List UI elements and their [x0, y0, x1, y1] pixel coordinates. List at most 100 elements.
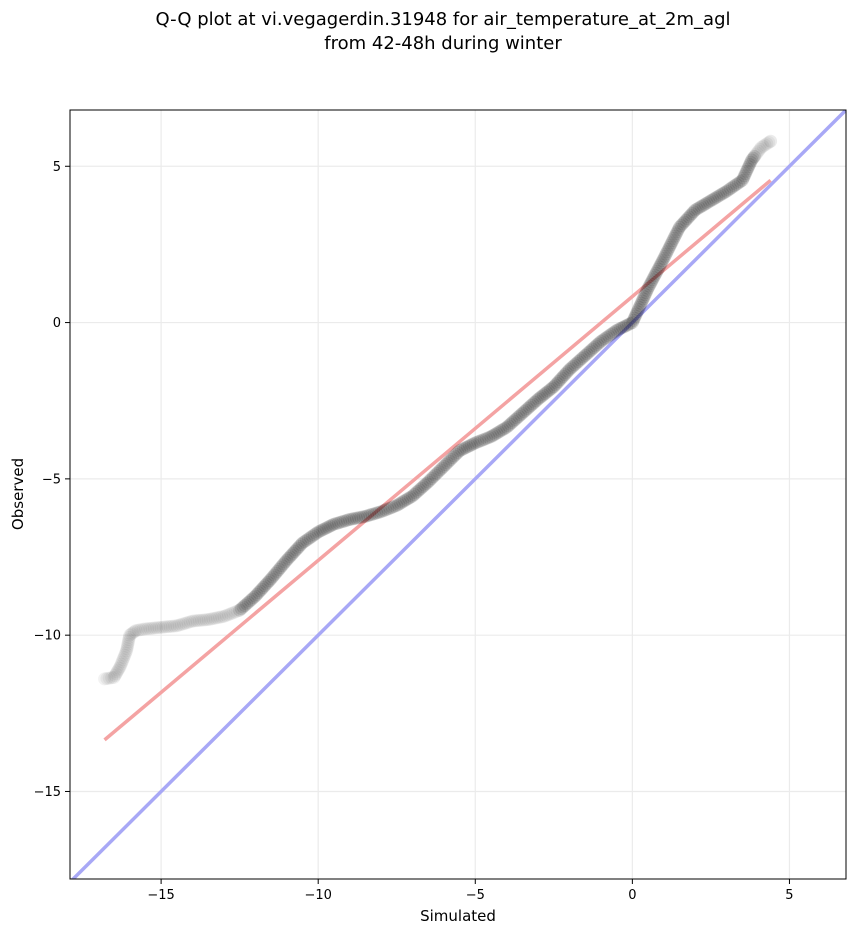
quantile-point	[172, 618, 186, 632]
quantile-point	[327, 517, 341, 531]
quantile-point	[566, 359, 580, 373]
quantile-point	[760, 137, 774, 151]
quantile-point	[636, 292, 650, 306]
quantile-point	[531, 392, 545, 406]
x-tick-label: 5	[785, 888, 793, 903]
quantile-point	[118, 648, 132, 662]
quantile-point	[120, 642, 134, 656]
quantile-point	[657, 251, 671, 265]
quantile-point	[558, 368, 572, 382]
quantile-point	[634, 296, 648, 310]
quantile-point	[563, 362, 577, 376]
quantile-point	[396, 495, 410, 509]
quantile-point	[754, 141, 768, 155]
y-tick-label: −15	[34, 785, 61, 800]
quantile-point	[345, 512, 359, 526]
quantile-point	[284, 548, 298, 562]
quantile-point	[637, 290, 651, 304]
quantile-point	[147, 621, 161, 635]
quantile-point	[197, 613, 211, 627]
quantile-point	[121, 637, 135, 651]
quantile-point	[407, 488, 421, 501]
quantile-point	[722, 183, 736, 197]
quantile-point	[387, 499, 401, 513]
x-axis: −15 −10 −5 0 5	[147, 879, 794, 903]
quantile-point	[625, 316, 639, 330]
quantile-point	[740, 164, 754, 178]
quantile-point	[361, 509, 375, 523]
quantile-point	[183, 615, 197, 629]
quantile-point	[442, 454, 456, 468]
quantile-point	[286, 546, 300, 560]
quantile-point	[192, 613, 206, 627]
quantile-point	[540, 385, 554, 399]
quantile-point	[349, 511, 363, 525]
quantile-point	[370, 506, 384, 520]
quantile-point	[578, 348, 592, 362]
quantile-point	[640, 283, 654, 297]
quantile-point	[633, 298, 647, 312]
quantile-point	[726, 180, 740, 194]
quantile-point	[612, 322, 626, 336]
quantile-point	[439, 458, 453, 472]
quantile-point	[498, 421, 512, 435]
quantile-point	[224, 607, 238, 621]
quantile-point	[458, 441, 472, 455]
quantile-point	[278, 555, 292, 569]
quantile-point	[256, 580, 270, 594]
quantile-point	[123, 628, 137, 642]
quantile-point	[561, 364, 575, 378]
quantile-point	[100, 672, 114, 686]
quantile-point	[168, 619, 182, 633]
quantile-point	[571, 355, 585, 369]
quantile-point	[641, 281, 655, 295]
quantile-point	[575, 352, 589, 366]
quantile-point	[400, 493, 414, 507]
quantile-point	[460, 440, 474, 454]
quantile-point	[383, 501, 397, 515]
quantile-point	[646, 273, 660, 287]
quantile-point	[543, 382, 557, 396]
quantile-point	[394, 496, 408, 510]
quantile-point	[356, 510, 370, 524]
quantile-point	[658, 249, 672, 263]
quantile-point	[412, 483, 426, 497]
quantile-point	[291, 541, 305, 555]
quantile-point	[392, 497, 406, 511]
quantile-point	[315, 523, 329, 537]
quantile-point	[226, 606, 240, 620]
quantile-point	[496, 423, 510, 437]
quantile-point	[161, 620, 175, 634]
quantile-point	[651, 262, 665, 276]
quantile-point	[138, 622, 152, 636]
quantile-point	[559, 366, 573, 380]
quantile-point	[343, 513, 357, 527]
quantile-point	[507, 414, 521, 428]
quantile-point	[283, 550, 297, 564]
quantile-point	[336, 515, 350, 529]
quantile-point	[555, 371, 569, 385]
quantile-point	[124, 627, 138, 641]
quantile-point	[419, 477, 433, 491]
quantile-point	[253, 584, 267, 598]
quantile-point	[252, 586, 266, 600]
quantile-point	[746, 151, 760, 165]
quantile-point	[696, 198, 710, 212]
quantile-point	[671, 222, 685, 236]
quantile-point	[195, 613, 209, 627]
quantile-point	[451, 445, 465, 459]
quantile-point	[111, 663, 125, 677]
quantile-point	[354, 510, 368, 524]
quantile-point	[295, 536, 309, 550]
y-axis-label: Observed	[9, 458, 27, 530]
quantile-point	[206, 612, 220, 626]
quantile-point	[403, 490, 417, 504]
quantile-point	[664, 238, 678, 252]
quantile-point	[309, 526, 323, 540]
quantile-point	[233, 603, 247, 617]
quantile-point	[416, 480, 430, 494]
quantile-point	[535, 389, 549, 403]
quantile-point	[331, 516, 345, 530]
quantile-point	[737, 169, 751, 183]
quantile-point	[444, 452, 458, 466]
